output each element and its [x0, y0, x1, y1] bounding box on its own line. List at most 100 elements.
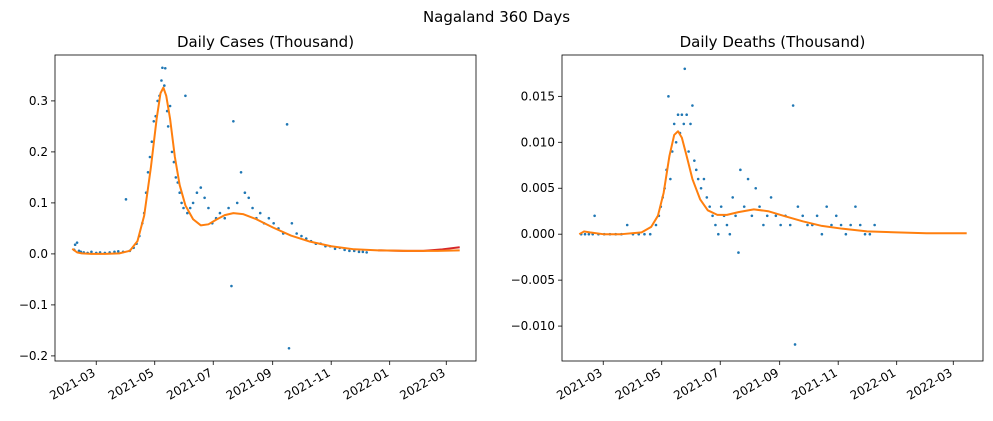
data-point [146, 171, 150, 174]
data-point [873, 223, 876, 227]
data-point [73, 243, 77, 247]
data-point [758, 205, 761, 208]
data-point [774, 214, 778, 218]
data-point [711, 214, 714, 218]
y-tick-label: 0.1 [29, 196, 48, 210]
data-point [654, 223, 658, 227]
data-point [593, 214, 596, 218]
data-point [750, 214, 754, 218]
data-point [178, 191, 181, 194]
data-point [687, 150, 690, 153]
data-point [113, 250, 116, 254]
data-point [163, 84, 166, 87]
data-point [737, 251, 740, 254]
data-point [648, 232, 652, 236]
data-point [333, 247, 337, 251]
data-point [672, 122, 676, 126]
data-point [587, 232, 591, 236]
data-point [230, 284, 233, 288]
y-tick-label: 0.2 [29, 145, 48, 159]
data-point [696, 177, 700, 181]
data-point [825, 205, 828, 208]
data-point [207, 206, 210, 210]
data-point [239, 171, 243, 174]
chart-1: Daily Cases (Thousand) −0.2 −0.1 0.0 0.1 0.2 0… [19, 33, 477, 403]
data-point [199, 186, 203, 189]
data-point [769, 196, 773, 199]
data-point [719, 205, 723, 208]
data-point [689, 122, 692, 126]
data-point [739, 168, 742, 172]
x-tick-label: 2021-11 [789, 365, 839, 402]
data-point [839, 223, 843, 227]
fit-line [578, 130, 967, 236]
x-tick-label: 2022-01 [341, 365, 391, 402]
data-point [820, 232, 824, 236]
data-point [858, 223, 862, 227]
data-point [669, 177, 672, 181]
x-tick-label: 2021-03 [47, 365, 97, 402]
data-point [731, 196, 734, 199]
data-point [188, 206, 192, 210]
data-point [150, 140, 154, 143]
data-point [232, 120, 235, 123]
data-point [796, 205, 800, 208]
data-point [849, 223, 852, 227]
data-point [174, 176, 178, 179]
data-point [172, 160, 176, 164]
data-point [682, 122, 686, 126]
data-point [251, 206, 254, 210]
data-point [357, 250, 361, 254]
data-point [693, 159, 696, 162]
x-tick-label: 2021-07 [164, 365, 214, 402]
data-point [75, 241, 79, 244]
data-point [182, 206, 185, 210]
x-tick-label: 2021-09 [224, 365, 274, 402]
y-tick-label: −0.1 [19, 298, 48, 312]
chart-title: Daily Deaths (Thousand) [680, 33, 866, 51]
data-point [788, 223, 792, 227]
data-point [667, 95, 670, 98]
data-point [203, 196, 206, 200]
x-tick-label: 2022-03 [904, 365, 954, 402]
data-point [186, 211, 189, 215]
data-point [160, 79, 163, 82]
chart-title: Daily Cases (Thousand) [177, 33, 354, 51]
y-tick-label: 0.015 [521, 89, 555, 103]
data-point [287, 346, 291, 350]
figure-suptitle: Nagaland 360 Days [422, 8, 571, 26]
data-point [746, 177, 750, 181]
data-point [258, 211, 262, 215]
x-tick-label: 2021-05 [106, 365, 156, 402]
x-tick-label: 2022-01 [848, 365, 898, 402]
data-point [166, 125, 170, 128]
data-point [643, 232, 646, 236]
data-points [72, 66, 368, 350]
data-point [676, 113, 680, 117]
data-point [235, 201, 239, 205]
data-point [343, 248, 346, 252]
data-point [152, 120, 156, 123]
data-point [170, 150, 174, 154]
y-tick-label: 0.005 [521, 181, 555, 195]
data-point [218, 211, 222, 215]
data-point [300, 234, 303, 238]
data-point [765, 214, 769, 218]
data-point [754, 186, 758, 190]
data-point [267, 216, 271, 220]
data-point [195, 191, 199, 194]
data-point [708, 205, 711, 208]
data-point [163, 66, 167, 70]
y-tick-label: 0.0 [29, 247, 48, 261]
data-point [801, 214, 805, 218]
data-point [806, 223, 809, 227]
data-point [815, 214, 819, 218]
data-point [191, 201, 195, 205]
data-point [725, 223, 729, 227]
data-point [728, 232, 732, 236]
data-point [116, 250, 120, 253]
data-point [161, 66, 164, 70]
data-point [868, 232, 872, 236]
data-point [854, 205, 857, 208]
data-point [793, 343, 797, 346]
